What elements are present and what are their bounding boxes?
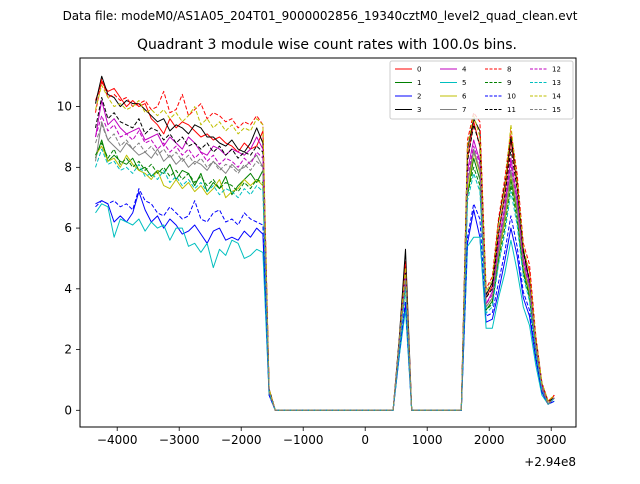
legend-label-6: 6	[462, 93, 467, 101]
chart-title: Quadrant 3 module wise count rates with …	[137, 37, 517, 53]
legend-label-0: 0	[417, 66, 421, 74]
x-tick-label: 2000	[474, 433, 505, 447]
y-tick-label: 4	[64, 282, 72, 296]
series-line-15	[95, 124, 555, 411]
y-tick-label: 0	[64, 403, 72, 417]
x-tick-label: −3000	[159, 433, 200, 447]
legend-label-12: 12	[552, 66, 561, 74]
legend-label-14: 14	[552, 93, 561, 101]
x-tick-label: −2000	[221, 433, 262, 447]
legend-label-5: 5	[462, 79, 466, 87]
x-tick-label: 0	[361, 433, 369, 447]
x-tick-label: −4000	[97, 433, 138, 447]
x-offset-label: +2.94e8	[524, 455, 576, 469]
legend-label-2: 2	[417, 93, 421, 101]
x-tick-label: 3000	[536, 433, 567, 447]
legend-label-10: 10	[507, 93, 516, 101]
legend-label-7: 7	[462, 106, 466, 114]
y-tick-label: 2	[64, 343, 72, 357]
legend-label-1: 1	[417, 79, 421, 87]
series-line-8	[95, 78, 555, 411]
series-line-11	[95, 97, 555, 411]
x-tick-label: −1000	[283, 433, 324, 447]
x-axis-ticks: −4000 −3000 −2000 −1000 0 1000 2000 3000	[97, 427, 567, 447]
x-tick-label: 1000	[412, 433, 443, 447]
legend-label-8: 8	[507, 66, 511, 74]
series-lines	[95, 75, 555, 411]
y-axis-ticks: 0 2 4 6 8 10	[57, 100, 80, 417]
plot-frame	[79, 57, 577, 428]
legend-label-13: 13	[552, 79, 561, 87]
y-tick-label: 6	[64, 221, 72, 235]
legend-label-3: 3	[417, 106, 421, 114]
legend-label-4: 4	[462, 66, 467, 74]
y-tick-label: 10	[57, 100, 72, 114]
series-line-12	[95, 115, 555, 411]
legend-label-11: 11	[507, 106, 516, 114]
y-tick-label: 8	[64, 160, 72, 174]
legend-frame	[389, 60, 574, 120]
legend-label-15: 15	[552, 106, 561, 114]
chart-suptitle: Data file: modeM0/AS1A05_204T01_90000028…	[63, 9, 578, 23]
legend-label-9: 9	[507, 79, 511, 87]
